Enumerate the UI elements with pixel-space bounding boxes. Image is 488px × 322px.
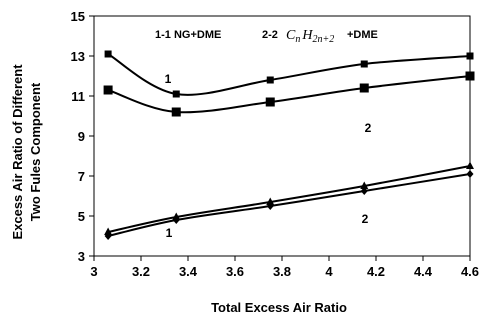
y-tick-label: 3 xyxy=(78,249,85,264)
x-axis-ticks: 3 3.2 3.4 3.6 3.8 4 4.2 4.4 4.6 xyxy=(90,256,479,279)
series-1 xyxy=(104,50,474,98)
y-tick-label: 11 xyxy=(71,89,85,104)
triangle-marker xyxy=(266,197,275,205)
square-marker xyxy=(466,52,474,60)
x-tick-label: 3.2 xyxy=(132,264,150,279)
curve-label-3: 2 xyxy=(362,212,369,226)
square-marker xyxy=(172,90,180,98)
curve-label-1: 1 xyxy=(165,72,172,86)
x-tick-label: 3.4 xyxy=(179,264,198,279)
triangle-marker xyxy=(104,227,113,235)
series-line xyxy=(107,173,471,237)
triangle-marker xyxy=(466,161,474,169)
legend: 1-1 NG+DME 2-2 Cn H2n+2 +DME xyxy=(155,28,378,45)
formula-n: n xyxy=(295,34,300,45)
series-line xyxy=(107,75,471,114)
series-2 xyxy=(103,71,475,117)
x-tick-label: 4.4 xyxy=(414,264,433,279)
x-tick-label: 3.6 xyxy=(226,264,244,279)
legend-item-2-suffix: +DME xyxy=(347,29,378,41)
series-line xyxy=(107,53,471,96)
square-marker xyxy=(171,107,181,117)
x-axis-title: Total Excess Air Ratio xyxy=(211,300,347,315)
curve-label-4: 1 xyxy=(166,226,173,240)
y-axis-title-line-1: Excess Air Ratio of Different xyxy=(10,64,25,240)
square-marker xyxy=(266,76,274,84)
square-marker xyxy=(103,85,113,95)
x-tick-label: 4 xyxy=(325,264,333,279)
series-layer xyxy=(103,50,475,240)
square-marker xyxy=(359,83,369,93)
y-tick-label: 5 xyxy=(78,209,85,224)
square-marker xyxy=(360,60,368,68)
square-marker xyxy=(104,50,112,58)
y-axis-ticks: 3 5 7 9 11 13 15 xyxy=(71,9,94,264)
x-tick-label: 4.6 xyxy=(461,264,479,279)
curve-label-2: 2 xyxy=(365,121,372,135)
triangle-marker xyxy=(360,181,369,189)
square-marker xyxy=(265,97,275,107)
series-4 xyxy=(104,170,474,240)
y-axis-title-line-2: Two Fules Component xyxy=(28,82,43,221)
legend-item-2-formula: Cn H2n+2 xyxy=(286,28,334,45)
plot-frame xyxy=(93,15,471,257)
y-tick-label: 9 xyxy=(78,129,85,144)
diamond-marker xyxy=(266,202,274,210)
diamond-marker xyxy=(466,170,474,178)
curve-labels: 1 2 2 1 xyxy=(165,72,372,240)
x-tick-label: 3 xyxy=(90,264,97,279)
y-tick-label: 7 xyxy=(78,169,85,184)
square-marker xyxy=(465,71,475,81)
y-tick-label: 13 xyxy=(71,49,85,64)
plot-area-border xyxy=(93,15,471,257)
formula-sub: 2n+2 xyxy=(312,34,334,45)
formula-c: C xyxy=(286,28,296,43)
diamond-marker xyxy=(104,232,112,240)
legend-item-2-prefix: 2-2 xyxy=(262,29,278,41)
diamond-marker xyxy=(172,216,180,224)
diamond-marker xyxy=(360,187,368,195)
formula-h: H xyxy=(301,28,313,43)
y-tick-label: 15 xyxy=(71,9,85,24)
x-tick-label: 4.2 xyxy=(367,264,385,279)
x-tick-label: 3.8 xyxy=(273,264,291,279)
legend-item-1: 1-1 NG+DME xyxy=(155,29,221,41)
